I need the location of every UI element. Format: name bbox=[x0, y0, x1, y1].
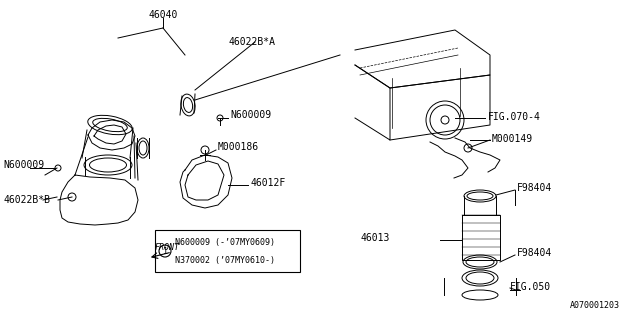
Text: F98404: F98404 bbox=[517, 248, 552, 258]
Text: F98404: F98404 bbox=[517, 183, 552, 193]
Text: A070001203: A070001203 bbox=[570, 301, 620, 310]
Text: 46040: 46040 bbox=[148, 10, 177, 20]
Text: FRONT: FRONT bbox=[155, 244, 180, 252]
Text: FIG.070-4: FIG.070-4 bbox=[488, 112, 541, 122]
Text: N600009 (-’07MY0609): N600009 (-’07MY0609) bbox=[175, 237, 275, 246]
Text: M000186: M000186 bbox=[218, 142, 259, 152]
Text: N370002 (’07MY0610-): N370002 (’07MY0610-) bbox=[175, 255, 275, 265]
Text: N600009: N600009 bbox=[3, 160, 44, 170]
Text: N600009: N600009 bbox=[230, 110, 271, 120]
Text: 46022B*B: 46022B*B bbox=[3, 195, 50, 205]
Text: M000149: M000149 bbox=[492, 134, 533, 144]
Text: FIG.050: FIG.050 bbox=[510, 282, 551, 292]
Text: 46022B*A: 46022B*A bbox=[228, 37, 275, 47]
Text: 46013: 46013 bbox=[360, 233, 389, 243]
FancyBboxPatch shape bbox=[155, 230, 300, 272]
Text: 1: 1 bbox=[163, 246, 168, 255]
Text: 46012F: 46012F bbox=[250, 178, 285, 188]
